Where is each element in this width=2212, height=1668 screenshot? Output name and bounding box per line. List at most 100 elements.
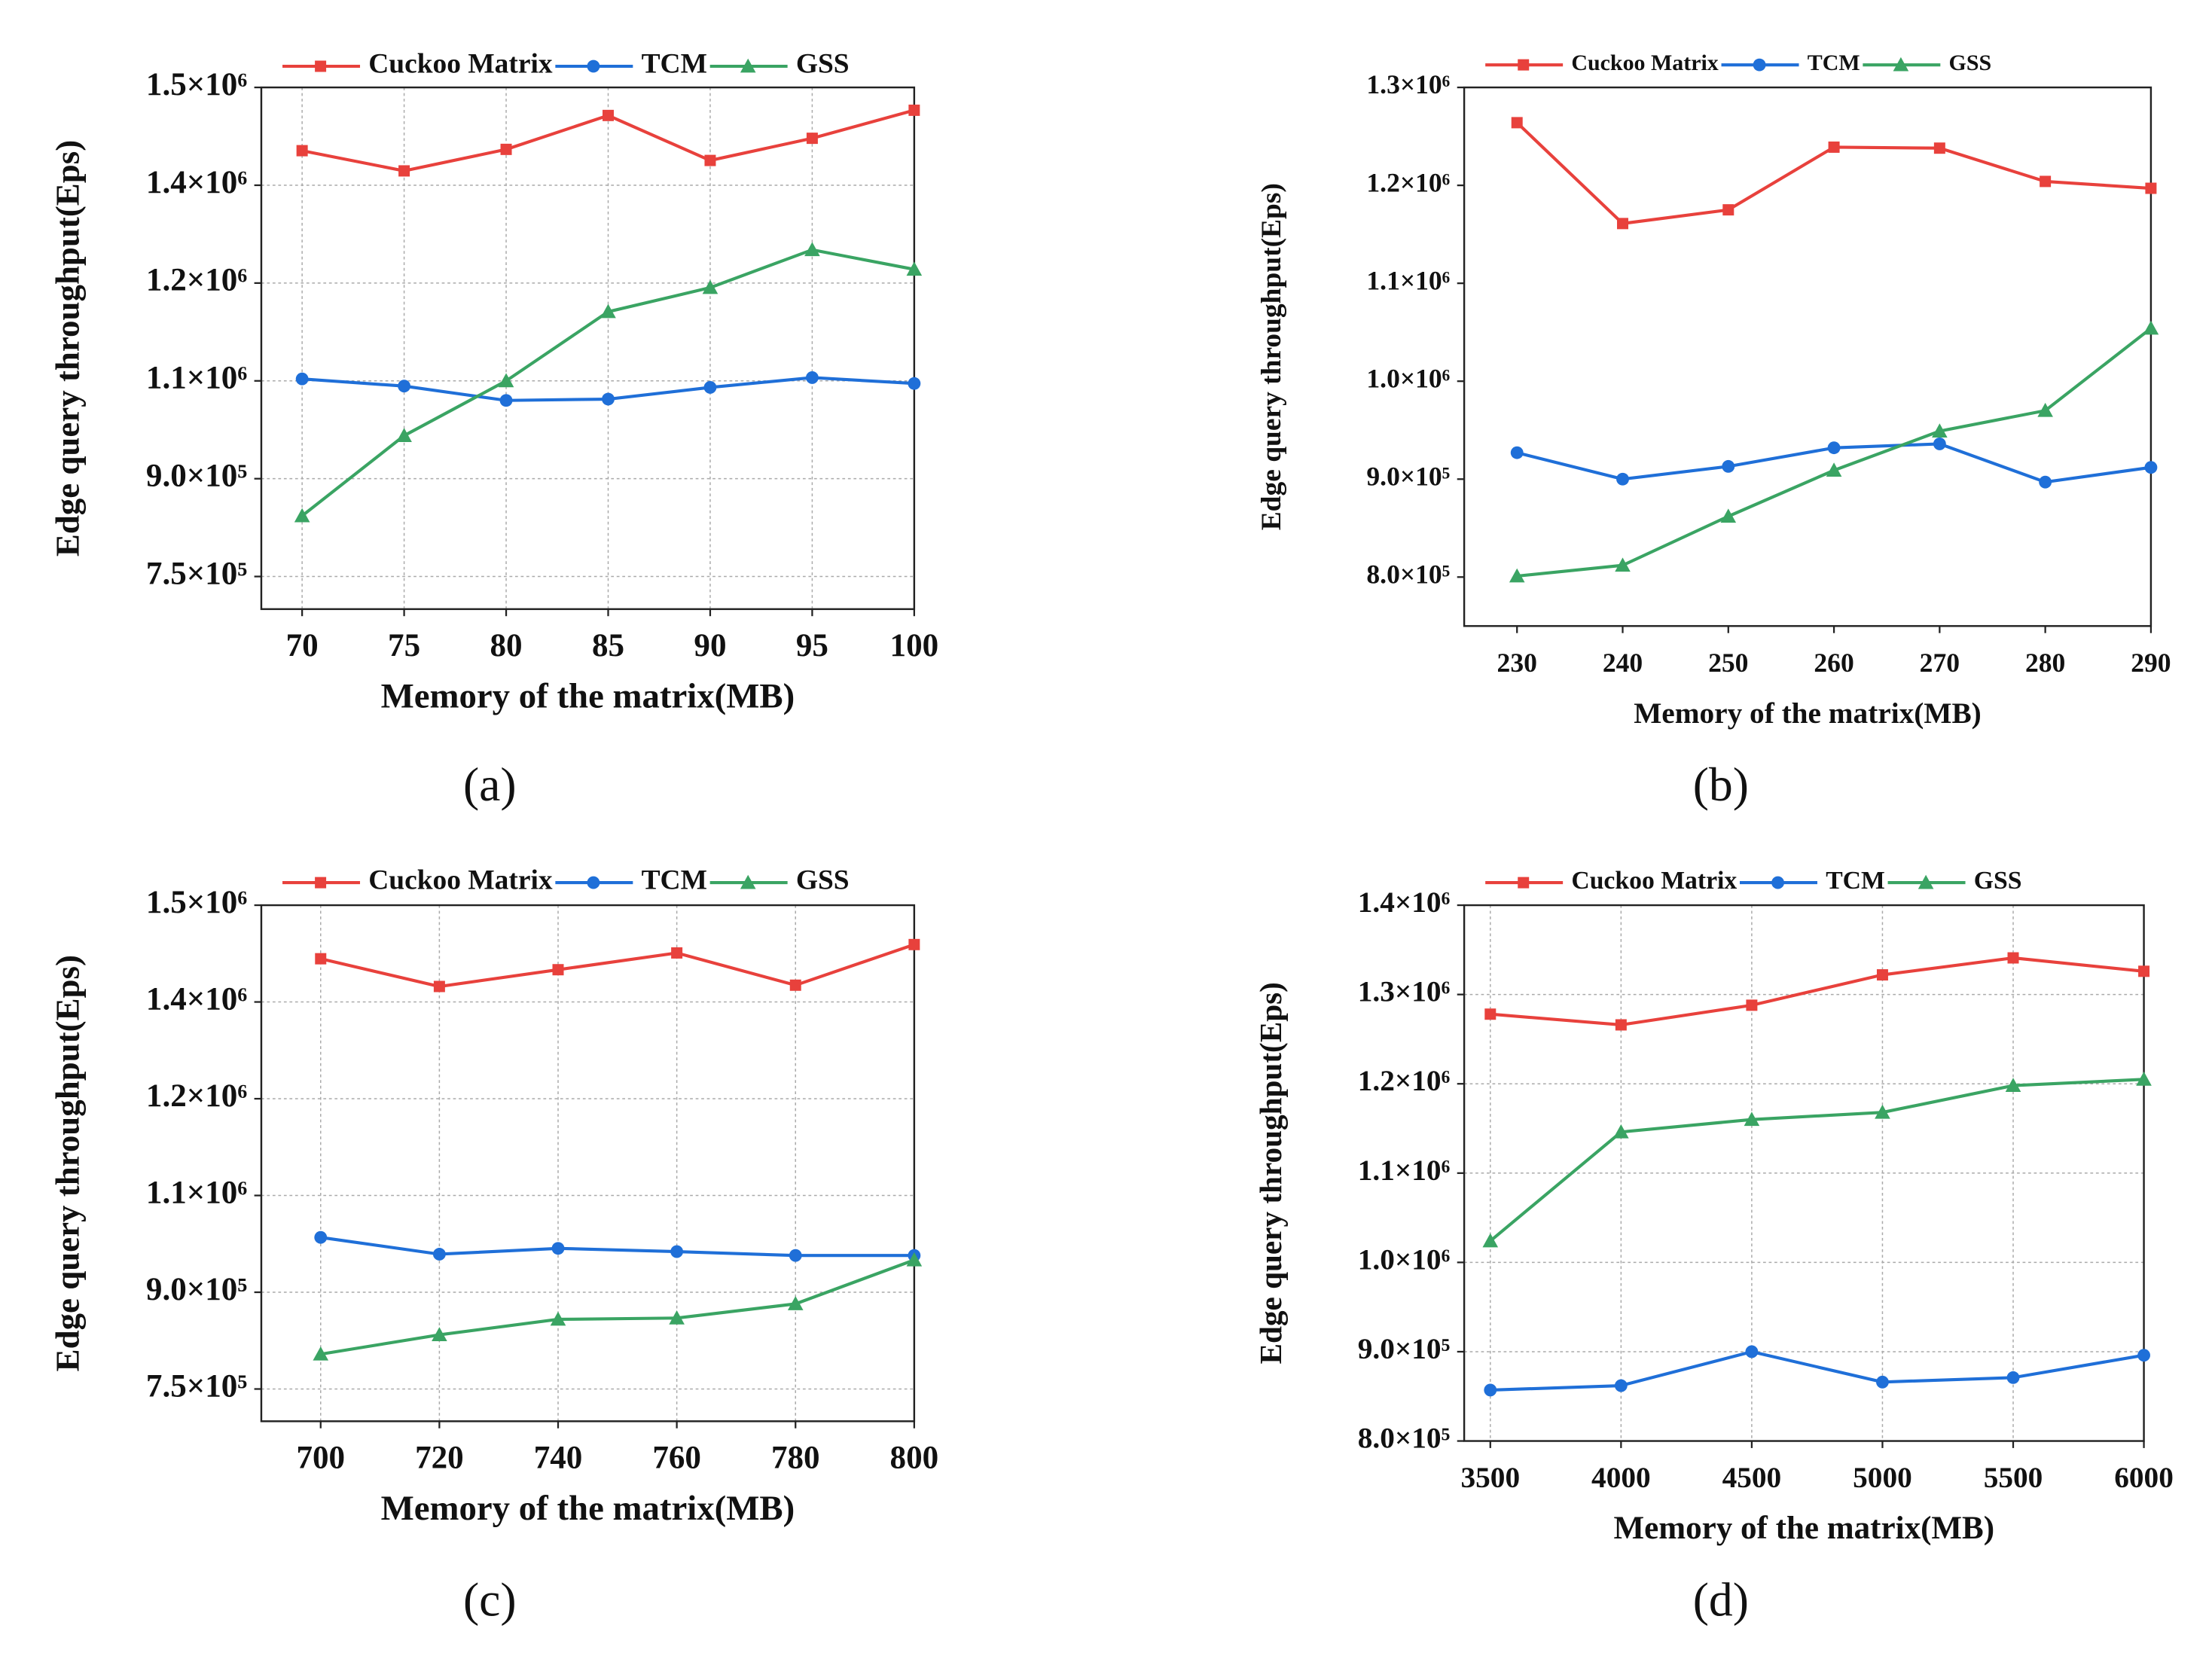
x-tick-label: 290 xyxy=(2131,648,2171,678)
y-axis-label: Edge query throughput(Eps) xyxy=(1253,982,1289,1364)
x-tick-label: 800 xyxy=(890,1441,939,1476)
data-point xyxy=(1617,218,1628,230)
x-tick-label: 90 xyxy=(694,628,726,663)
y-axis-label: Edge query throughput(Eps) xyxy=(1256,183,1287,530)
y-tick-label: 1.2×10⁶ xyxy=(1366,167,1450,197)
y-tick-label: 1.4×10⁶ xyxy=(146,981,247,1017)
data-point xyxy=(2143,320,2159,335)
data-point xyxy=(702,279,719,294)
data-point xyxy=(908,104,920,116)
data-point xyxy=(500,143,512,155)
y-tick-label: 1.4×10⁶ xyxy=(146,165,247,200)
data-point xyxy=(669,1310,685,1325)
data-point xyxy=(906,261,923,276)
data-point xyxy=(1876,969,1888,981)
data-point xyxy=(1510,446,1524,459)
panel-label: (d) xyxy=(1693,1572,1749,1626)
y-tick-label: 8.0×10⁵ xyxy=(1358,1422,1451,1455)
data-point xyxy=(2136,1071,2152,1086)
x-tick-label: 280 xyxy=(2025,648,2065,678)
x-tick-label: 5500 xyxy=(1984,1461,2043,1494)
legend-marker xyxy=(1771,876,1784,889)
data-point xyxy=(1614,1379,1628,1392)
legend-label: Cuckoo Matrix xyxy=(368,865,553,896)
data-point xyxy=(704,154,716,166)
data-point xyxy=(1482,1233,1499,1248)
data-point xyxy=(1933,438,1946,450)
y-axis-label: Edge query throughput(Eps) xyxy=(49,955,87,1371)
data-point xyxy=(1875,1104,1890,1119)
data-point xyxy=(703,381,717,394)
y-tick-label: 1.1×10⁶ xyxy=(146,361,247,396)
data-point xyxy=(1511,117,1523,129)
x-tick-label: 100 xyxy=(890,628,939,663)
y-tick-label: 1.4×10⁶ xyxy=(1358,886,1451,919)
x-tick-label: 740 xyxy=(534,1441,583,1476)
data-point xyxy=(1746,999,1758,1011)
legend-label: TCM xyxy=(642,865,707,896)
y-tick-label: 1.0×10⁶ xyxy=(1366,363,1450,393)
data-point xyxy=(499,394,513,407)
y-tick-label: 1.3×10⁶ xyxy=(1366,69,1450,99)
x-tick-label: 780 xyxy=(771,1441,820,1476)
data-point xyxy=(498,373,514,388)
data-point xyxy=(2006,1371,2020,1384)
x-tick-label: 3500 xyxy=(1460,1461,1520,1494)
x-tick-label: 240 xyxy=(1603,648,1643,678)
x-tick-label: 80 xyxy=(490,628,523,663)
data-point xyxy=(1828,141,1840,153)
data-point xyxy=(1744,1111,1760,1127)
plot-frame xyxy=(1463,904,2145,1442)
legend-label: Cuckoo Matrix xyxy=(1571,867,1737,895)
x-tick-label: 5000 xyxy=(1853,1461,1912,1494)
data-point xyxy=(1932,423,1948,438)
x-tick-label: 75 xyxy=(388,628,420,663)
data-point xyxy=(789,979,801,991)
data-point xyxy=(804,242,820,257)
data-point xyxy=(551,1242,565,1255)
x-tick-label: 250 xyxy=(1708,648,1748,678)
data-point xyxy=(603,109,614,121)
y-tick-label: 9.0×10⁵ xyxy=(1358,1332,1451,1365)
data-point xyxy=(2138,965,2150,977)
y-tick-label: 1.2×10⁶ xyxy=(1358,1064,1451,1097)
x-tick-label: 70 xyxy=(286,628,319,663)
data-point xyxy=(398,165,410,177)
legend-marker xyxy=(1918,874,1934,889)
data-point xyxy=(314,1230,328,1244)
x-tick-label: 700 xyxy=(296,1441,345,1476)
data-point xyxy=(296,145,308,157)
y-tick-label: 1.2×10⁶ xyxy=(146,263,247,298)
data-point xyxy=(432,1327,447,1341)
legend-label: TCM xyxy=(642,49,707,80)
legend-marker xyxy=(1518,877,1530,889)
legend-marker xyxy=(315,877,327,889)
data-point xyxy=(552,964,564,976)
data-point xyxy=(2037,402,2053,417)
data-point xyxy=(671,947,683,959)
x-tick-label: 4000 xyxy=(1591,1461,1651,1494)
x-tick-label: 270 xyxy=(1920,648,1960,678)
data-point xyxy=(908,938,920,950)
data-point xyxy=(398,380,411,393)
data-point xyxy=(1613,1124,1629,1139)
series-line xyxy=(1489,1078,2144,1243)
panel-label: (c) xyxy=(463,1572,517,1626)
data-point xyxy=(1826,462,1842,477)
y-tick-label: 1.2×10⁶ xyxy=(146,1078,247,1114)
legend-marker xyxy=(1893,56,1909,72)
legend-label: GSS xyxy=(796,49,850,80)
y-axis-label: Edge query throughput(Eps) xyxy=(49,140,87,557)
data-point xyxy=(1509,568,1525,583)
data-point xyxy=(1616,472,1629,486)
series-line xyxy=(1490,1349,2144,1392)
data-point xyxy=(432,1248,446,1261)
y-tick-label: 9.0×10⁵ xyxy=(1366,461,1450,491)
y-tick-label: 9.0×10⁵ xyxy=(146,459,247,494)
data-point xyxy=(1484,1383,1497,1397)
data-point xyxy=(1876,1375,1889,1389)
y-tick-label: 1.5×10⁶ xyxy=(146,67,247,102)
legend-marker xyxy=(1518,59,1530,71)
data-point xyxy=(295,372,309,386)
